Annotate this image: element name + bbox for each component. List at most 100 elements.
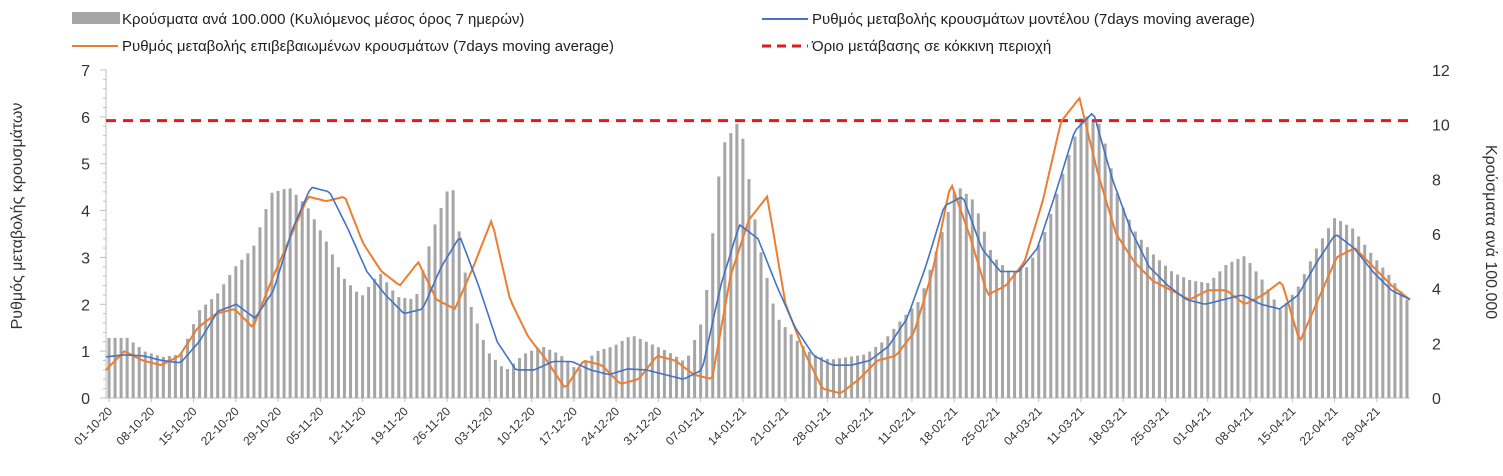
bar bbox=[301, 201, 304, 398]
bar bbox=[1369, 253, 1372, 398]
bar bbox=[1194, 281, 1197, 398]
bar bbox=[971, 199, 974, 398]
bar bbox=[699, 324, 702, 398]
x-tick-label: 11-02-21 bbox=[875, 404, 918, 447]
bar bbox=[1043, 232, 1046, 398]
right-tick-label: 6 bbox=[1432, 227, 1441, 244]
bar bbox=[1230, 262, 1233, 398]
bar bbox=[1188, 280, 1191, 398]
bar bbox=[1249, 263, 1252, 398]
legend-item-threshold: Όριο μετάβασης σε κόκκινη περιοχή bbox=[762, 38, 1051, 55]
bar bbox=[494, 360, 497, 398]
bar bbox=[627, 337, 630, 398]
bar bbox=[1321, 238, 1324, 398]
bar bbox=[784, 327, 787, 398]
bar bbox=[343, 279, 346, 398]
x-tick-label: 08-04-21 bbox=[1212, 404, 1256, 448]
bar bbox=[234, 266, 237, 398]
bar bbox=[1055, 194, 1058, 398]
bar bbox=[747, 179, 750, 398]
bar bbox=[1339, 221, 1342, 398]
bar bbox=[790, 334, 793, 398]
x-tick-label: 11-03-21 bbox=[1044, 404, 1087, 447]
bar bbox=[307, 208, 310, 398]
bar bbox=[1025, 267, 1028, 398]
x-tick-label: 05-11-20 bbox=[283, 404, 326, 447]
bar bbox=[524, 353, 527, 398]
bar bbox=[331, 254, 334, 398]
bar bbox=[983, 232, 986, 398]
bar bbox=[1067, 155, 1070, 398]
left-tick-label: 0 bbox=[81, 391, 90, 408]
bar bbox=[639, 339, 642, 398]
x-tick-label: 31-12-20 bbox=[621, 404, 665, 448]
bar bbox=[1134, 232, 1137, 398]
bar bbox=[482, 340, 485, 398]
bar bbox=[1224, 265, 1227, 398]
left-axis-title: Ρυθμός μεταβολής κρουσμάτων bbox=[9, 103, 26, 330]
bar bbox=[452, 190, 455, 398]
bar bbox=[826, 359, 829, 398]
chart: Κρούσματα ανά 100.000 (Κυλιόμενος μέσος … bbox=[0, 0, 1503, 476]
bar bbox=[246, 253, 249, 398]
bar bbox=[506, 369, 509, 398]
bar bbox=[1206, 283, 1209, 398]
left-tick-label: 3 bbox=[81, 250, 90, 267]
bar bbox=[500, 366, 503, 398]
bar bbox=[361, 295, 364, 398]
bar bbox=[216, 293, 219, 398]
x-tick-label: 14-01-21 bbox=[705, 404, 749, 448]
x-tick-label: 15-10-20 bbox=[156, 404, 200, 448]
bar bbox=[1242, 256, 1245, 398]
bar bbox=[379, 274, 382, 398]
bar-series bbox=[108, 116, 1409, 398]
x-tick-label: 12-11-20 bbox=[325, 404, 368, 447]
bar bbox=[228, 275, 231, 398]
bar bbox=[1399, 291, 1402, 398]
left-tick-label: 7 bbox=[81, 63, 90, 80]
bar bbox=[277, 191, 280, 398]
bar bbox=[373, 279, 376, 398]
left-tick-label: 4 bbox=[81, 204, 90, 221]
x-tick-label: 22-10-20 bbox=[198, 404, 242, 448]
right-tick-label: 10 bbox=[1432, 118, 1450, 135]
bar bbox=[409, 299, 412, 398]
bar bbox=[1381, 268, 1384, 398]
bar bbox=[1327, 228, 1330, 398]
x-tick-label: 17-12-20 bbox=[536, 404, 580, 448]
bar bbox=[427, 246, 430, 398]
bar bbox=[1007, 271, 1010, 398]
bar bbox=[935, 252, 938, 398]
bar bbox=[729, 133, 732, 398]
bar bbox=[1236, 259, 1239, 398]
bar bbox=[421, 270, 424, 398]
bar bbox=[929, 270, 932, 398]
bar bbox=[548, 350, 551, 398]
bar bbox=[1152, 254, 1155, 398]
bar bbox=[391, 290, 394, 398]
bar bbox=[283, 189, 286, 398]
bar bbox=[856, 356, 859, 398]
bar bbox=[1212, 278, 1215, 398]
right-tick-label: 4 bbox=[1432, 282, 1441, 299]
bar bbox=[536, 348, 539, 398]
x-tick-label: 03-12-20 bbox=[452, 404, 496, 448]
x-tick-label: 29-10-20 bbox=[240, 404, 284, 448]
left-tick-label: 6 bbox=[81, 110, 90, 127]
bar bbox=[910, 308, 913, 398]
right-axis-title: Κρούσματα ανά 100.000 bbox=[1482, 145, 1499, 319]
bar bbox=[633, 336, 636, 398]
bar bbox=[156, 355, 159, 398]
bar bbox=[385, 282, 388, 398]
legend: Κρούσματα ανά 100.000 (Κυλιόμενος μέσος … bbox=[72, 11, 1255, 55]
bar bbox=[1297, 287, 1300, 398]
bar bbox=[597, 351, 600, 398]
x-tick-label: 08-10-20 bbox=[114, 404, 158, 448]
bar bbox=[1285, 303, 1288, 398]
x-tick-label: 01-04-21 bbox=[1170, 404, 1214, 448]
legend-swatch-bars bbox=[72, 12, 120, 24]
left-axis-minor-ticks bbox=[100, 70, 106, 398]
x-tick-label: 25-03-21 bbox=[1128, 404, 1172, 448]
bar bbox=[959, 188, 962, 398]
bar bbox=[114, 338, 117, 398]
